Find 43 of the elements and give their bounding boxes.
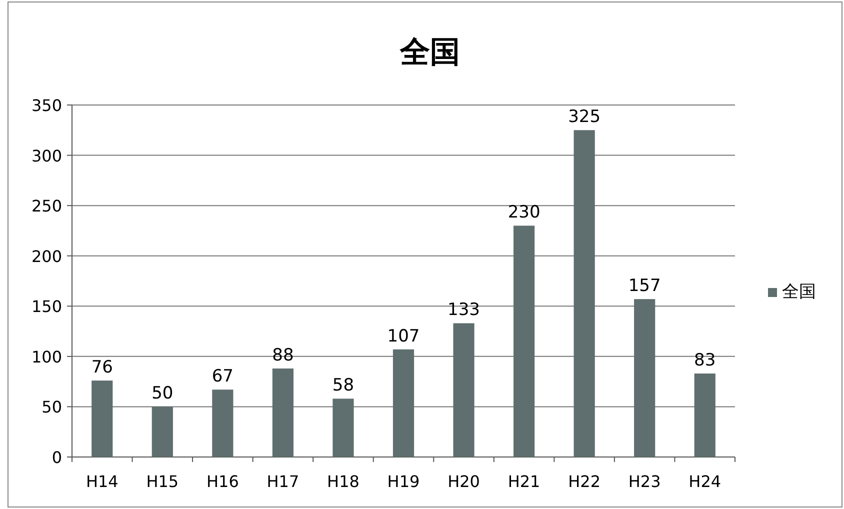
bar [332,398,354,457]
bar [92,380,113,457]
x-tick-label: H20 [448,472,480,491]
x-tick-label: H18 [327,472,360,491]
x-tick-label: H23 [628,472,661,491]
bar [212,390,234,457]
y-tick-label: 200 [31,246,62,266]
x-tick-label: H17 [266,472,300,491]
bar [453,323,474,457]
x-tick-label: H14 [86,472,118,491]
y-tick-label: 150 [31,297,62,316]
bar [634,299,656,457]
bar [514,226,535,457]
y-tick-label: 300 [31,146,62,166]
data-label: 67 [212,366,234,387]
y-tick-label: 0 [52,448,62,467]
y-tick-label: 250 [31,196,62,216]
legend-label: 全国 [782,282,816,302]
data-label: 76 [91,358,113,378]
data-label: 107 [387,326,420,346]
bar [152,406,173,457]
data-label: 325 [568,107,601,128]
data-label: 230 [508,202,540,223]
y-tick-label: 50 [42,398,62,417]
x-tick-label: H15 [146,472,179,491]
bar [574,130,595,457]
data-label: 83 [694,350,716,371]
bar [392,349,414,457]
bar [694,374,716,457]
data-label: 58 [332,376,354,396]
bar [272,368,294,457]
x-tick-label: H19 [387,472,420,491]
data-label: 133 [448,300,480,320]
x-tick-label: H22 [568,472,601,491]
x-tick-label: H24 [688,472,722,491]
x-tick-label: H21 [508,472,540,491]
x-tick-label: H16 [206,472,239,491]
data-label: 157 [628,276,661,296]
y-tick-label: 350 [31,96,62,115]
chart-title: 全国 [399,35,460,70]
data-label: 88 [272,345,294,366]
y-tick-label: 100 [31,347,62,366]
data-label: 50 [152,384,174,404]
